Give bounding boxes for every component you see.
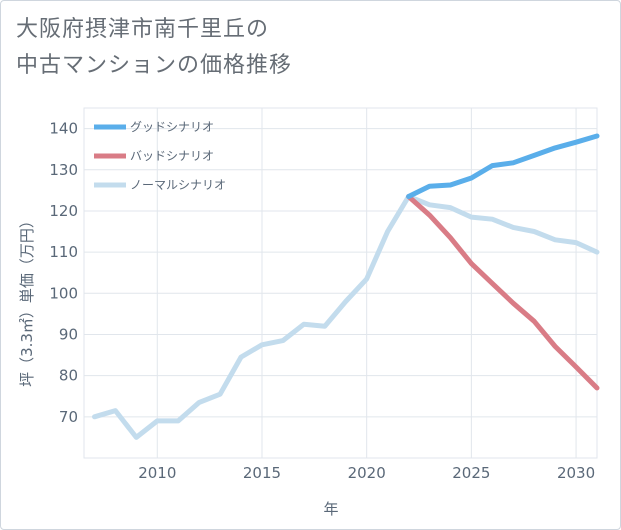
y-tick-label: 110: [49, 243, 78, 261]
plot-area: [83, 107, 598, 459]
x-tick-label: 2020: [348, 464, 386, 482]
legend-item-good: グッドシナリオ: [94, 120, 214, 134]
chart-title-line-2: 中古マンションの価格推移: [16, 53, 293, 78]
x-tick-label: 2030: [557, 464, 595, 482]
chart-title-line-1: 大阪府摂津市南千里丘の: [16, 17, 270, 42]
chart-title: 大阪府摂津市南千里丘の 中古マンションの価格推移: [16, 12, 292, 84]
legend-item-bad: バッドシナリオ: [94, 149, 214, 163]
bad-scenario-line: [406, 194, 600, 391]
x-axis-ticks: 2010 2015 2020 2025 2030: [138, 464, 595, 482]
legend-item-normal: ノーマルシナリオ: [94, 178, 226, 192]
x-axis-title: 年: [323, 500, 338, 518]
series-lines: [92, 133, 600, 440]
legend-label: ノーマルシナリオ: [130, 178, 226, 192]
y-tick-label: 120: [49, 202, 78, 220]
y-tick-label: 80: [59, 367, 78, 385]
legend-label: バッドシナリオ: [130, 149, 214, 163]
y-tick-label: 90: [59, 325, 78, 343]
y-tick-label: 70: [59, 408, 78, 426]
x-tick-label: 2015: [243, 464, 281, 482]
y-axis-ticks: 70 80 90 100 110 120 130 140: [49, 120, 78, 426]
y-tick-label: 100: [49, 284, 78, 302]
gridlines: [84, 108, 597, 458]
legend-label: グッドシナリオ: [130, 120, 214, 134]
good-scenario-line: [406, 133, 600, 199]
y-tick-label: 130: [49, 161, 78, 179]
x-tick-label: 2025: [452, 464, 490, 482]
x-tick-label: 2010: [138, 464, 176, 482]
normal-scenario-line: [92, 194, 600, 440]
y-tick-label: 140: [49, 120, 78, 138]
y-axis-title: 坪（3.3㎡）単価（万円）: [18, 213, 36, 387]
